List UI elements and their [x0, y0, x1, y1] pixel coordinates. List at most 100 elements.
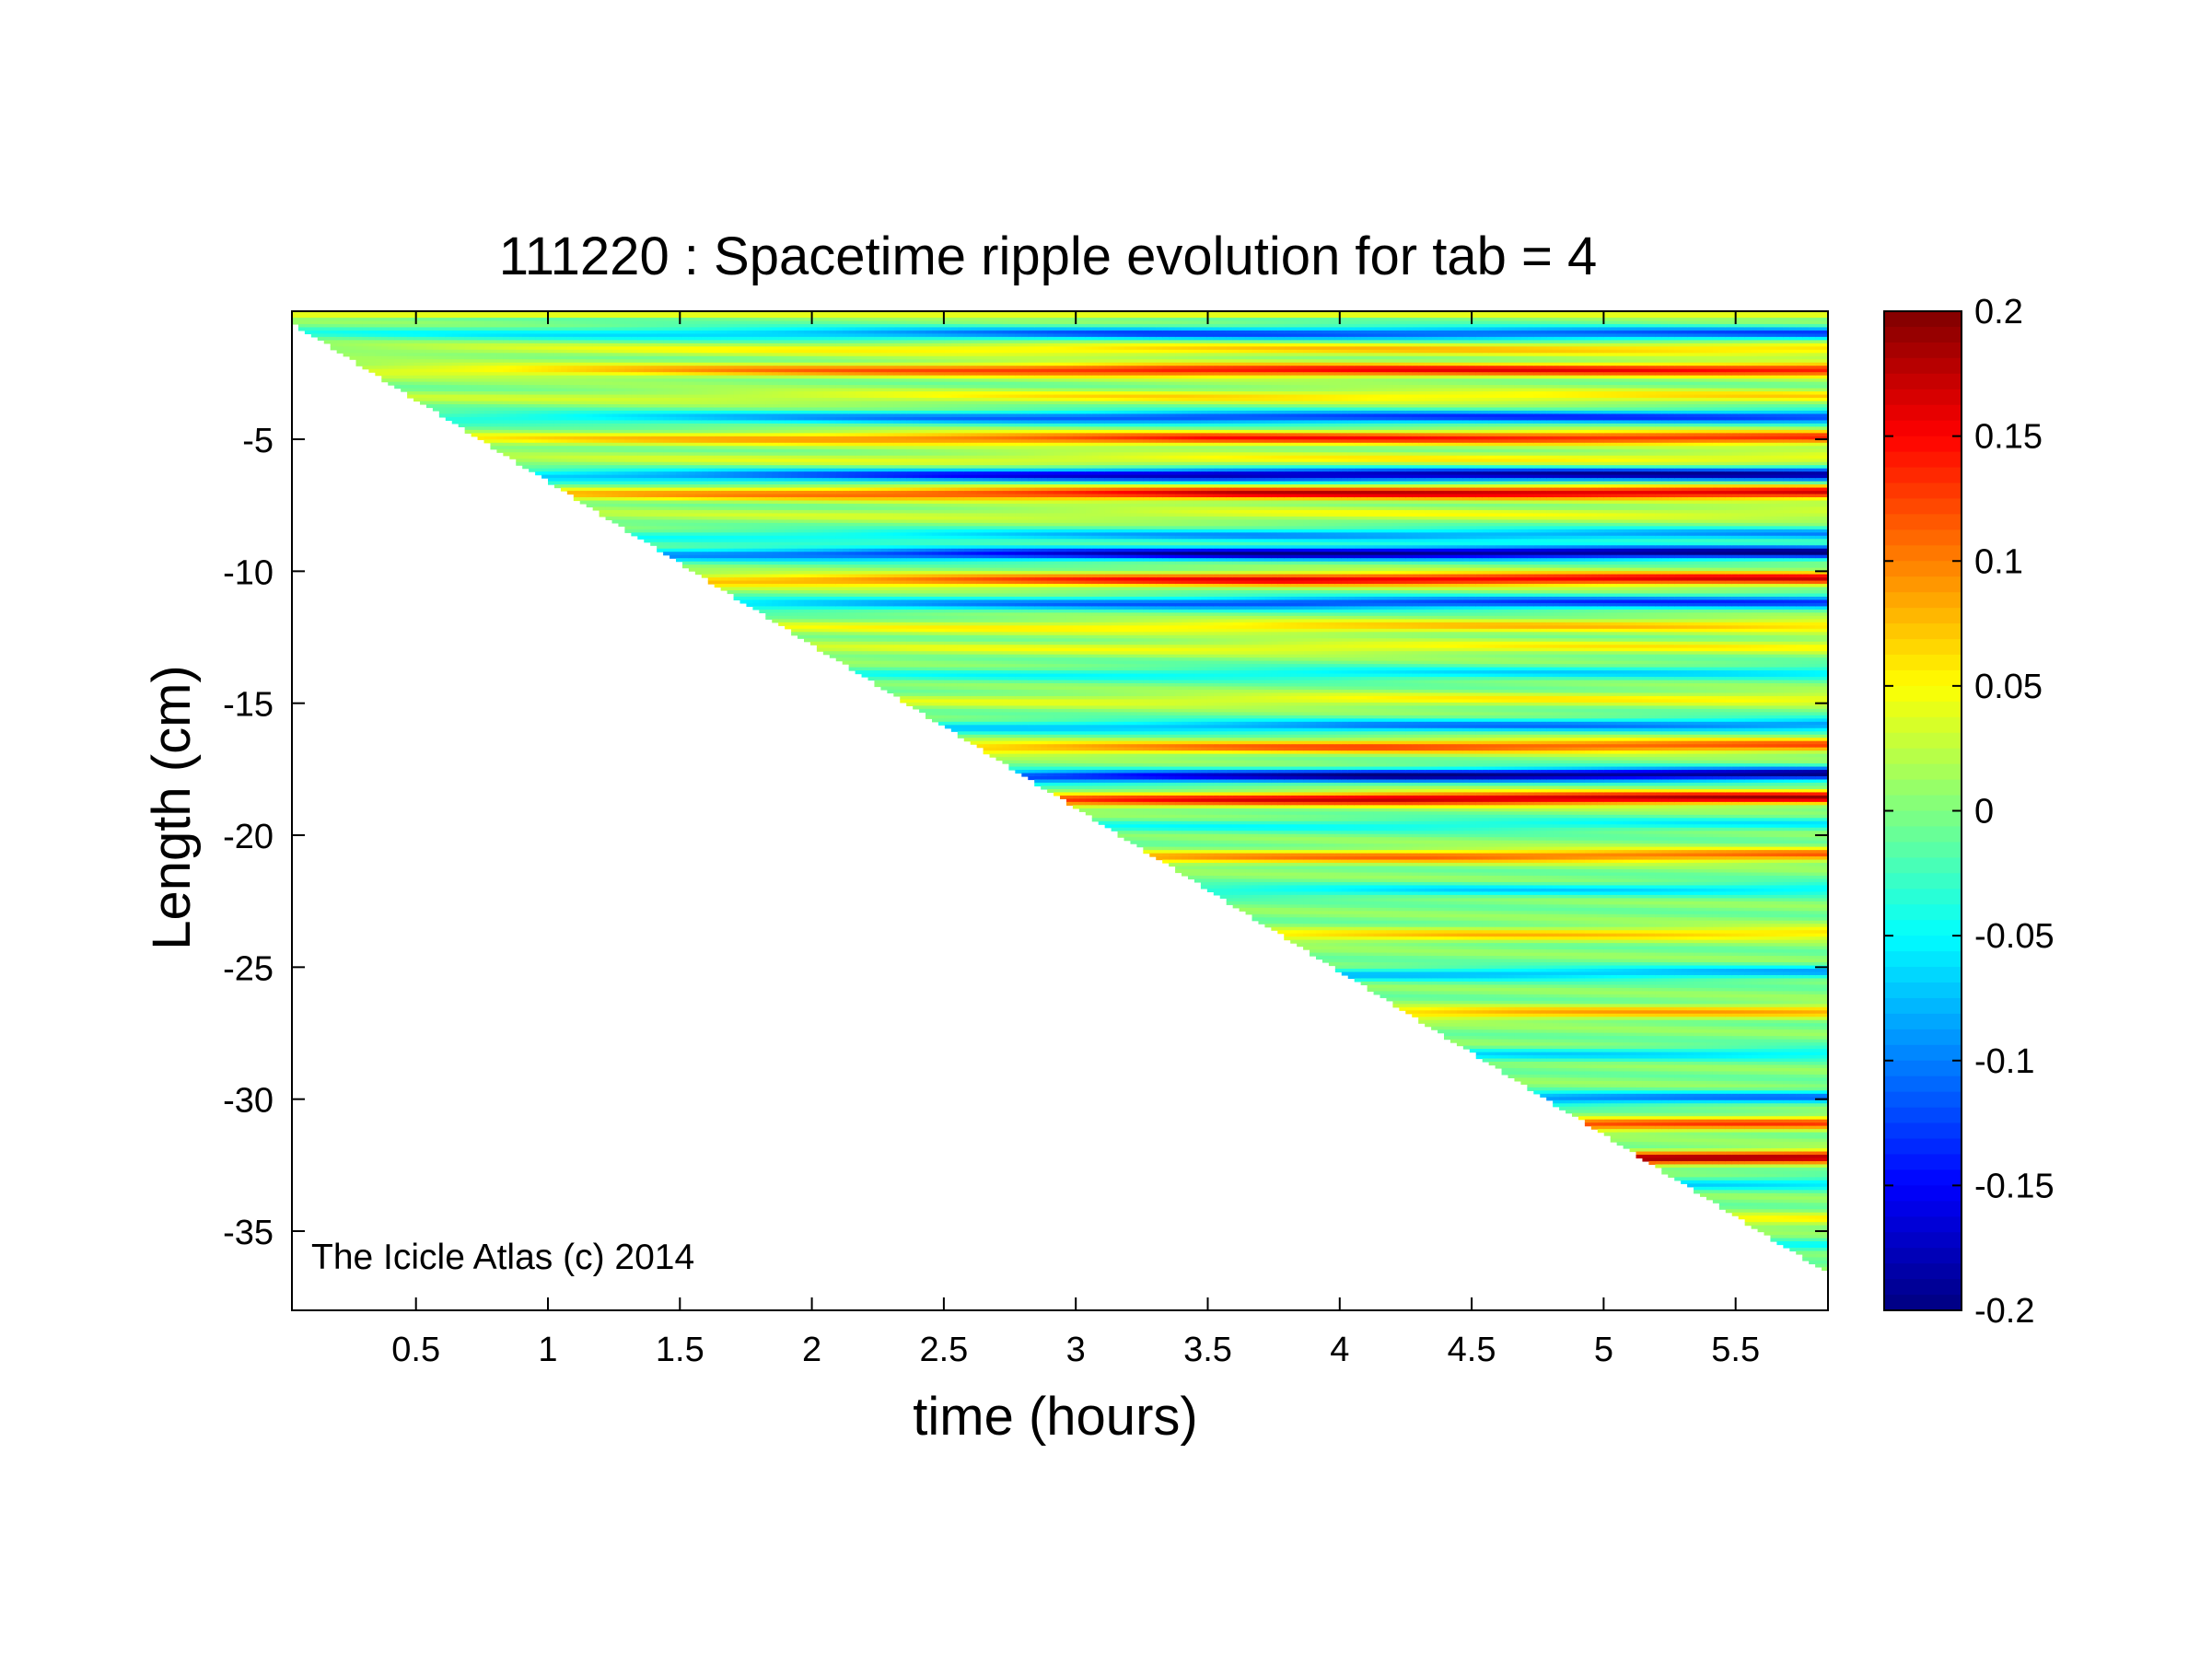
heatmap-cell: [439, 318, 447, 321]
heatmap-cell: [490, 369, 497, 373]
heatmap-cell: [375, 366, 382, 369]
heatmap-cell: [452, 314, 460, 318]
heatmap-cell: [535, 469, 542, 472]
heatmap-cell: [465, 376, 472, 379]
heatmap-cell: [567, 484, 575, 488]
heatmap-cell: [535, 404, 542, 408]
heatmap-cell: [541, 369, 549, 373]
heatmap-cell: [503, 346, 510, 350]
heatmap-cell: [388, 331, 395, 334]
heatmap-cell: [567, 350, 575, 354]
heatmap-cell: [535, 452, 542, 456]
heatmap-cell: [446, 314, 453, 318]
heatmap-cell: [548, 452, 555, 456]
heatmap-cell: [554, 430, 562, 434]
heatmap-cell: [452, 398, 460, 401]
heatmap-cell: [522, 366, 530, 369]
heatmap-cell: [381, 333, 389, 337]
heatmap-cell: [509, 376, 517, 379]
heatmap-cell: [433, 340, 440, 343]
heatmap-cell: [459, 337, 466, 341]
heatmap-cell: [401, 366, 408, 369]
heatmap-cell: [439, 320, 447, 324]
heatmap-cell: [337, 343, 344, 347]
heatmap-cell: [561, 436, 568, 440]
heatmap-cell: [535, 411, 542, 414]
heatmap-cell: [439, 372, 447, 376]
heatmap-cell: [407, 372, 414, 376]
heatmap-cell: [452, 420, 460, 424]
heatmap-cell: [567, 413, 575, 417]
heatmap-cell: [516, 356, 523, 360]
heatmap-cell: [496, 391, 504, 395]
heatmap-cell: [452, 320, 460, 324]
heatmap-cell: [516, 446, 523, 449]
heatmap-cell: [331, 340, 338, 343]
heatmap-cell: [503, 327, 510, 331]
heatmap-cell: [509, 395, 517, 399]
heatmap-cell: [452, 337, 460, 341]
heatmap-cell: [446, 404, 453, 408]
heatmap-cell: [484, 430, 492, 434]
heatmap-cell: [439, 411, 447, 414]
heatmap-cell: [394, 346, 402, 350]
heatmap-cell: [522, 346, 530, 350]
heatmap-cell: [472, 398, 479, 401]
heatmap-cell: [350, 343, 357, 347]
heatmap-cell: [439, 331, 447, 334]
heatmap-cell: [478, 363, 485, 366]
heatmap-cell: [548, 324, 555, 328]
heatmap: [292, 311, 1829, 1271]
heatmap-cell: [567, 363, 575, 366]
heatmap-cell: [420, 398, 427, 401]
heatmap-cell: [446, 337, 453, 341]
heatmap-cell: [548, 462, 555, 466]
heatmap-cell: [561, 395, 568, 399]
heatmap-cell: [311, 314, 319, 318]
heatmap-cell: [478, 333, 485, 337]
heatmap-cell: [401, 359, 408, 363]
heatmap-cell: [509, 337, 517, 341]
heatmap-cell: [561, 446, 568, 449]
heatmap-cell: [541, 475, 549, 479]
heatmap-cell: [509, 452, 517, 456]
heatmap-cell: [459, 363, 466, 366]
heatmap-cell: [496, 436, 504, 440]
heatmap-cell: [452, 376, 460, 379]
heatmap-cell: [413, 391, 421, 395]
heatmap-cell: [478, 398, 485, 401]
heatmap-cell: [509, 340, 517, 343]
heatmap-cell: [433, 346, 440, 350]
heatmap-cell: [496, 389, 504, 392]
heatmap-cell: [459, 372, 466, 376]
heatmap-cell: [490, 366, 497, 369]
heatmap-cell: [446, 343, 453, 347]
heatmap-cell: [522, 343, 530, 347]
heatmap-cell: [388, 366, 395, 369]
heatmap-cell: [496, 376, 504, 379]
heatmap-cell: [503, 446, 510, 449]
heatmap-cell: [561, 391, 568, 395]
heatmap-cell: [529, 369, 536, 373]
heatmap-cell: [324, 333, 332, 337]
heatmap-cell: [503, 439, 510, 443]
heatmap-cell: [472, 385, 479, 389]
heatmap-cell: [522, 363, 530, 366]
heatmap-cell: [484, 350, 492, 354]
heatmap-cell: [343, 320, 351, 324]
heatmap-cell: [446, 363, 453, 366]
heatmap-cell: [554, 475, 562, 479]
heatmap-cell: [554, 484, 562, 488]
heatmap-cell: [446, 382, 453, 386]
heatmap-cell: [522, 333, 530, 337]
heatmap-cell: [567, 491, 575, 494]
heatmap-cell: [516, 449, 523, 453]
heatmap-cell: [516, 462, 523, 466]
heatmap-cell: [433, 324, 440, 328]
heatmap-cell: [503, 314, 510, 318]
heatmap-cell: [337, 346, 344, 350]
heatmap-cell: [375, 369, 382, 373]
heatmap-cell: [459, 324, 466, 328]
heatmap-cell: [465, 324, 472, 328]
heatmap-cell: [413, 376, 421, 379]
